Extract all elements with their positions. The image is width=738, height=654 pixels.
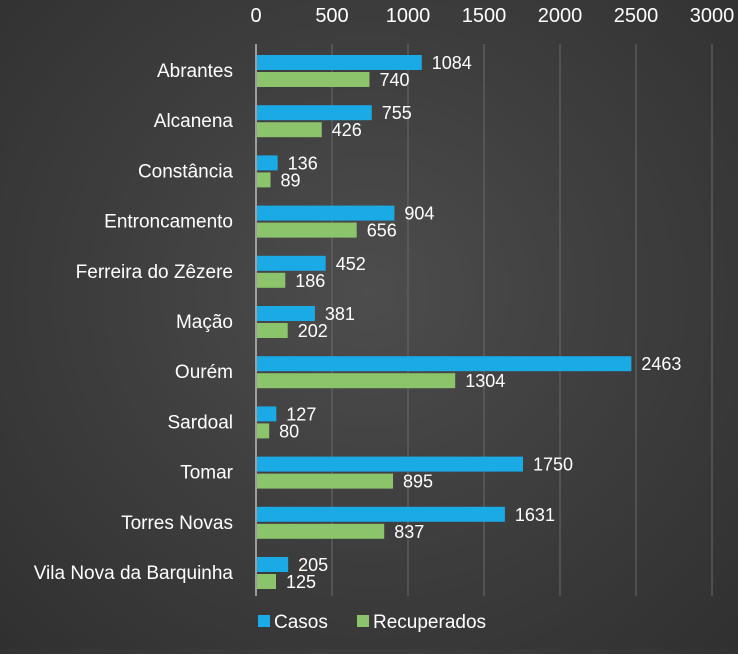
bar-recuperados [257,423,270,439]
data-label: 1750 [533,455,573,475]
bar-recuperados [257,574,276,589]
data-label: 127 [286,404,316,424]
data-label: 186 [295,271,325,291]
bars [257,55,632,589]
bar-casos [257,557,289,572]
category-label: Torres Novas [121,513,233,534]
category-label: Entroncamento [104,212,233,233]
category-label: Alcanena [154,111,234,132]
bar-casos [257,255,326,271]
bar-recuperados [257,122,322,138]
bar-recuperados [257,72,370,87]
bar-casos [257,306,315,321]
bar-recuperados [257,222,357,238]
data-label: 125 [286,572,316,592]
data-label: 837 [394,522,424,542]
data-label: 755 [382,103,412,123]
category-label: Abrantes [157,61,233,82]
x-axis-ticks: 0 500 1000 1500 2000 2500 3000 [250,5,734,27]
data-label: 1304 [465,371,505,391]
bar-casos [257,105,372,121]
category-label: Ferreira do Zêzere [76,262,233,283]
category-label: Constância [138,161,233,182]
legend-swatch-casos [258,615,270,627]
data-label: 2463 [641,354,681,374]
x-tick-label: 3000 [690,5,735,27]
bar-casos [257,456,523,472]
bar-recuperados [257,523,385,539]
bar-recuperados [257,473,394,489]
data-label: 740 [379,70,409,90]
data-label: 205 [298,555,328,575]
x-tick-label: 500 [315,5,348,27]
bar-recuperados [257,272,286,288]
data-label: 1084 [432,53,472,73]
data-label: 904 [404,204,434,224]
bar-casos [257,55,422,70]
legend-label-recuperados: Recuperados [373,612,486,633]
legend-swatch-recuperados [357,615,369,627]
x-tick-label: 1500 [462,5,507,27]
bar-casos [257,356,632,372]
category-label: Sardoal [168,412,234,433]
legend: Casos Recuperados [258,612,486,633]
data-label: 895 [403,472,433,492]
data-label: 452 [336,254,366,274]
x-tick-label: 2500 [614,5,659,27]
bar-casos [257,506,505,522]
bar-casos [257,155,278,171]
legend-label-casos: Casos [274,612,328,633]
bar-recuperados [257,373,456,389]
category-label: Vila Nova da Barquinha [34,563,234,584]
x-tick-label: 1000 [386,5,431,27]
category-label: Tomar [180,463,233,484]
category-label: Mação [176,312,233,333]
data-label: 80 [279,421,299,441]
data-label: 202 [298,321,328,341]
gridlines [255,44,713,596]
category-label: Ourém [175,362,233,383]
data-label: 89 [281,170,301,190]
data-label: 136 [288,153,318,173]
data-label: 426 [332,120,362,140]
data-label: 1631 [515,505,555,525]
bar-casos [257,406,277,422]
bar-recuperados [257,172,271,188]
x-tick-label: 0 [250,5,261,27]
bar-recuperados [257,323,288,338]
category-labels: Abrantes Alcanena Constância Entroncamento F… [34,61,234,584]
data-label: 381 [325,304,355,324]
bar-casos [257,205,395,221]
data-label: 656 [367,221,397,241]
x-tick-label: 2000 [538,5,583,27]
